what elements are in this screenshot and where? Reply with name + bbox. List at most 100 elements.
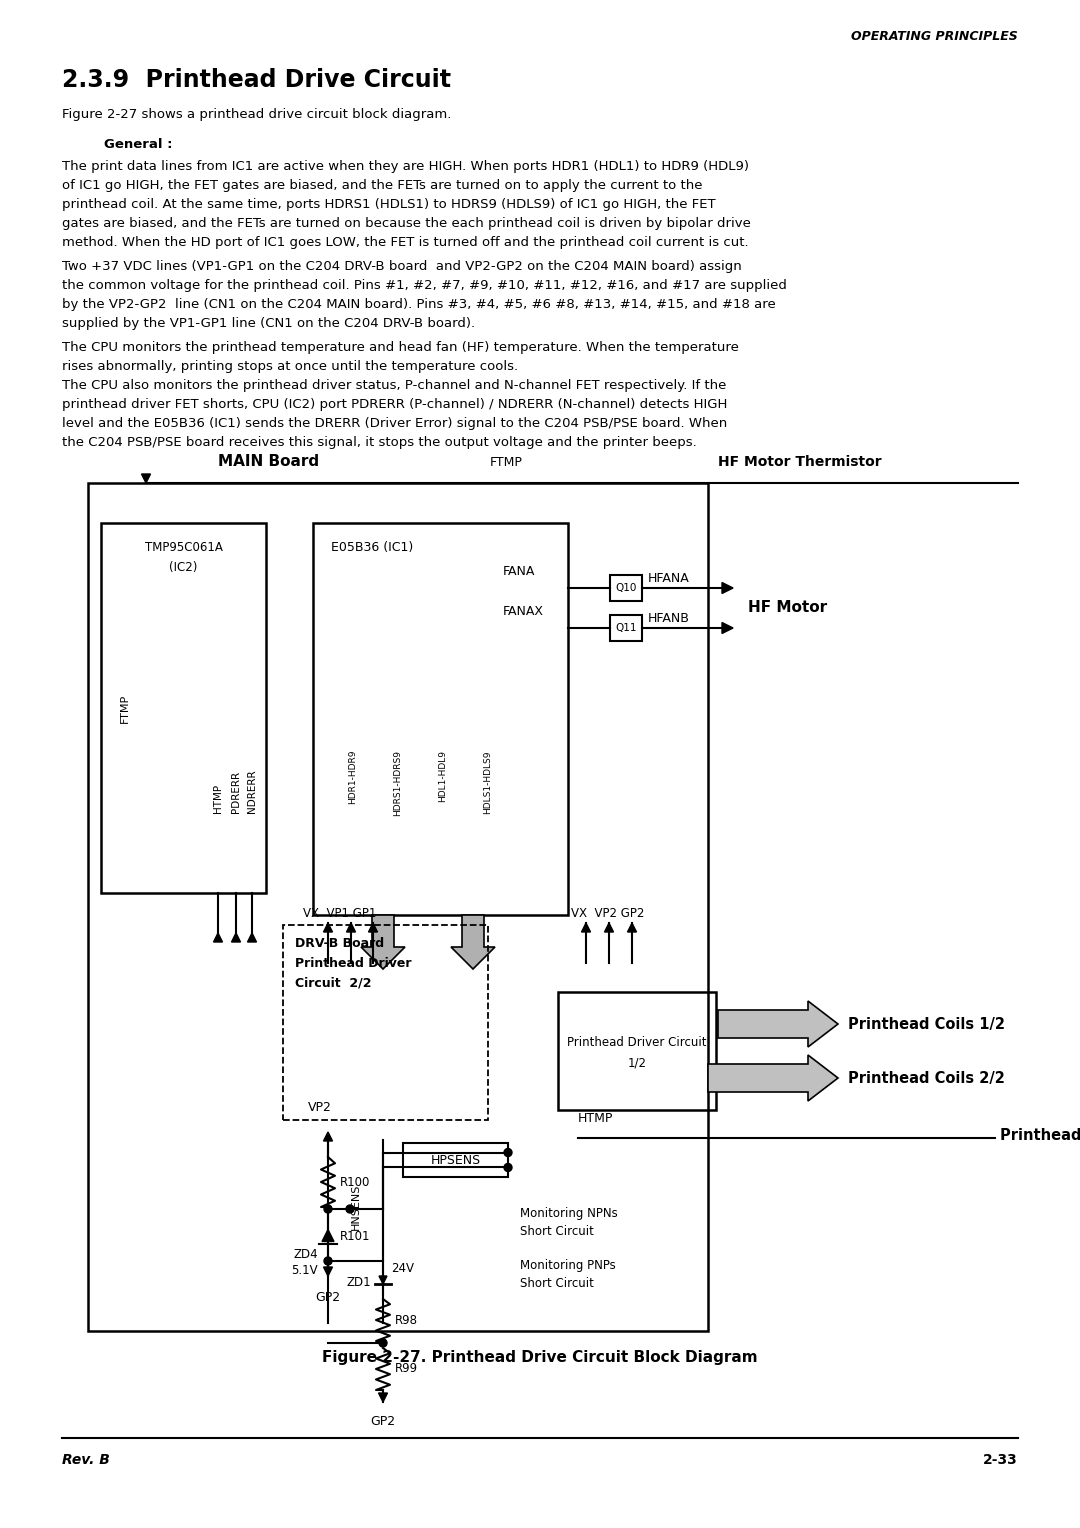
Text: Two +37 VDC lines (VP1-GP1 on the C204 DRV-B board  and VP2-GP2 on the C204 MAIN: Two +37 VDC lines (VP1-GP1 on the C204 D… — [62, 260, 742, 274]
Text: Figure 2-27. Printhead Drive Circuit Block Diagram: Figure 2-27. Printhead Drive Circuit Blo… — [322, 1351, 758, 1365]
Text: HDR1-HDR9: HDR1-HDR9 — [349, 750, 357, 805]
Text: OPERATING PRINCIPLES: OPERATING PRINCIPLES — [851, 31, 1018, 43]
Text: ZD4: ZD4 — [294, 1247, 318, 1261]
Text: PDRERR: PDRERR — [231, 770, 241, 813]
Text: Circuit  2/2: Circuit 2/2 — [295, 976, 372, 990]
Text: Figure 2-27 shows a printhead drive circuit block diagram.: Figure 2-27 shows a printhead drive circ… — [62, 108, 451, 121]
Text: Monitoring PNPs: Monitoring PNPs — [519, 1259, 616, 1271]
Polygon shape — [324, 1132, 333, 1141]
Text: R99: R99 — [395, 1363, 418, 1375]
Text: by the VP2-GP2  line (CN1 on the C204 MAIN board). Pins #3, #4, #5, #6 #8, #13, : by the VP2-GP2 line (CN1 on the C204 MAI… — [62, 298, 775, 312]
Text: R98: R98 — [395, 1314, 418, 1326]
Bar — [403, 1143, 508, 1177]
Polygon shape — [141, 474, 150, 483]
Text: 2-33: 2-33 — [983, 1453, 1018, 1467]
Polygon shape — [368, 923, 378, 932]
Text: method. When the HD port of IC1 goes LOW, the FET is turned off and the printhea: method. When the HD port of IC1 goes LOW… — [62, 235, 748, 249]
Text: R101: R101 — [340, 1230, 370, 1242]
Polygon shape — [247, 934, 257, 941]
Text: HTMP: HTMP — [578, 1112, 613, 1125]
Text: GP2: GP2 — [315, 1291, 340, 1303]
Text: Q10: Q10 — [616, 584, 637, 593]
Text: Rev. B: Rev. B — [62, 1453, 110, 1467]
Circle shape — [324, 1258, 332, 1265]
Text: 5.1V: 5.1V — [292, 1264, 318, 1276]
Polygon shape — [723, 622, 733, 634]
Polygon shape — [322, 1230, 334, 1241]
Text: Printhead Driver: Printhead Driver — [295, 957, 411, 970]
Text: HFANA: HFANA — [648, 571, 690, 585]
Polygon shape — [723, 582, 733, 593]
Text: 24V: 24V — [391, 1262, 414, 1274]
Text: HFANB: HFANB — [648, 613, 690, 625]
Bar — [610, 575, 642, 601]
Text: printhead driver FET shorts, CPU (IC2) port PDRERR (P-channel) / NDRERR (N-chann: printhead driver FET shorts, CPU (IC2) p… — [62, 397, 727, 411]
Text: VP2: VP2 — [308, 1102, 332, 1114]
Text: the common voltage for the printhead coil. Pins #1, #2, #7, #9, #10, #11, #12, #: the common voltage for the printhead coi… — [62, 280, 787, 292]
Text: VX  VP2 GP2: VX VP2 GP2 — [571, 908, 645, 920]
Bar — [313, 523, 568, 915]
Text: NDRERR: NDRERR — [247, 770, 257, 813]
Text: FTMP: FTMP — [120, 694, 130, 723]
Text: The print data lines from IC1 are active when they are HIGH. When ports HDR1 (HD: The print data lines from IC1 are active… — [62, 160, 750, 173]
Text: gates are biased, and the FETs are turned on because the each printhead coil is : gates are biased, and the FETs are turne… — [62, 217, 751, 231]
Text: GP2: GP2 — [370, 1415, 395, 1429]
Polygon shape — [451, 915, 495, 969]
Text: supplied by the VP1-GP1 line (CN1 on the C204 DRV-B board).: supplied by the VP1-GP1 line (CN1 on the… — [62, 316, 475, 330]
Text: Short Circuit: Short Circuit — [519, 1277, 594, 1290]
Text: FTMP: FTMP — [490, 455, 523, 469]
Text: HF Motor: HF Motor — [748, 601, 827, 616]
Bar — [102, 523, 266, 892]
Bar — [558, 992, 716, 1109]
Text: (IC2): (IC2) — [170, 561, 198, 575]
Polygon shape — [214, 934, 222, 941]
Text: Printhead Driver Circuit: Printhead Driver Circuit — [567, 1036, 706, 1048]
Text: HDL1-HDL9: HDL1-HDL9 — [438, 750, 447, 802]
Text: DRV-B Board: DRV-B Board — [295, 937, 384, 950]
Text: TMP95C061A: TMP95C061A — [145, 541, 222, 555]
Text: MAIN Board: MAIN Board — [218, 454, 319, 469]
Text: HTMP: HTMP — [213, 784, 222, 813]
Text: HNSENS: HNSENS — [351, 1184, 361, 1230]
Circle shape — [379, 1339, 387, 1348]
Text: Short Circuit: Short Circuit — [519, 1225, 594, 1238]
Polygon shape — [379, 1276, 387, 1284]
Text: 1/2: 1/2 — [627, 1056, 647, 1070]
Text: Printhead Coils 1/2: Printhead Coils 1/2 — [848, 1016, 1005, 1031]
Text: Monitoring NPNs: Monitoring NPNs — [519, 1207, 618, 1219]
Circle shape — [504, 1163, 512, 1172]
Text: printhead coil. At the same time, ports HDRS1 (HDLS1) to HDRS9 (HDLS9) of IC1 go: printhead coil. At the same time, ports … — [62, 199, 716, 211]
Text: The CPU monitors the printhead temperature and head fan (HF) temperature. When t: The CPU monitors the printhead temperatu… — [62, 341, 739, 354]
Text: R100: R100 — [340, 1175, 370, 1189]
Text: FANAX: FANAX — [503, 605, 544, 617]
Circle shape — [504, 1149, 512, 1157]
Bar — [87, 483, 708, 1331]
Polygon shape — [347, 923, 355, 932]
Text: FANA: FANA — [503, 565, 536, 578]
Text: ZD1: ZD1 — [347, 1276, 372, 1288]
Polygon shape — [581, 923, 591, 932]
Polygon shape — [718, 1001, 838, 1047]
Text: HDRS1-HDRS9: HDRS1-HDRS9 — [393, 750, 403, 816]
Text: level and the E05B36 (IC1) sends the DRERR (Driver Error) signal to the C204 PSB: level and the E05B36 (IC1) sends the DRE… — [62, 417, 727, 429]
Text: rises abnormally, printing stops at once until the temperature cools.: rises abnormally, printing stops at once… — [62, 361, 518, 373]
Polygon shape — [361, 915, 405, 969]
Polygon shape — [627, 923, 636, 932]
Text: HDLS1-HDLS9: HDLS1-HDLS9 — [484, 750, 492, 813]
Text: E05B36 (IC1): E05B36 (IC1) — [330, 541, 414, 555]
Text: 2.3.9  Printhead Drive Circuit: 2.3.9 Printhead Drive Circuit — [62, 69, 451, 92]
Text: General :: General : — [104, 138, 173, 151]
Text: VX  VP1 GP1: VX VP1 GP1 — [303, 908, 376, 920]
Text: of IC1 go HIGH, the FET gates are biased, and the FETs are turned on to apply th: of IC1 go HIGH, the FET gates are biased… — [62, 179, 702, 193]
Text: Printhead Thermistor: Printhead Thermistor — [1000, 1128, 1080, 1143]
Text: The CPU also monitors the printhead driver status, P-channel and N-channel FET r: The CPU also monitors the printhead driv… — [62, 379, 727, 393]
Text: Printhead Coils 2/2: Printhead Coils 2/2 — [848, 1071, 1004, 1085]
Text: HPSENS: HPSENS — [431, 1154, 481, 1166]
Circle shape — [324, 1206, 332, 1213]
Polygon shape — [378, 1394, 388, 1403]
Text: Q11: Q11 — [616, 623, 637, 633]
Text: the C204 PSB/PSE board receives this signal, it stops the output voltage and the: the C204 PSB/PSE board receives this sig… — [62, 435, 697, 449]
Polygon shape — [708, 1054, 838, 1102]
Polygon shape — [324, 1267, 333, 1276]
Polygon shape — [231, 934, 241, 941]
